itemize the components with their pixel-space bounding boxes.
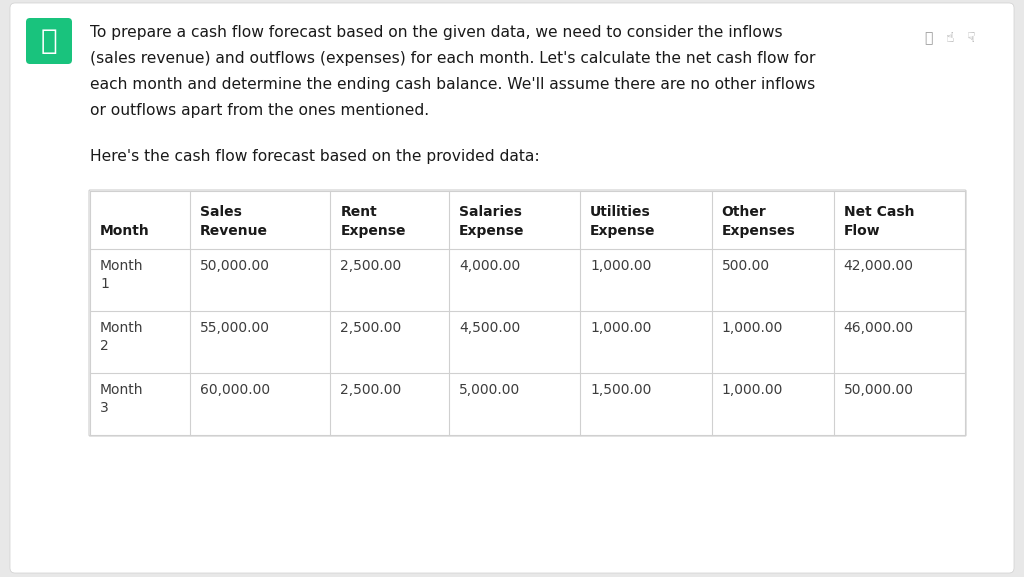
Text: or outflows apart from the ones mentioned.: or outflows apart from the ones mentione… [90,103,429,118]
Text: 500.00: 500.00 [722,259,770,273]
Text: 1,000.00: 1,000.00 [590,321,651,335]
Text: 2,500.00: 2,500.00 [341,383,401,397]
Text: 2,500.00: 2,500.00 [341,321,401,335]
Text: Utilities: Utilities [590,205,651,219]
Text: Expense: Expense [459,224,524,238]
Text: 42,000.00: 42,000.00 [844,259,913,273]
Text: 1,000.00: 1,000.00 [722,321,783,335]
Text: Ⓢ: Ⓢ [41,27,57,55]
Text: ☝: ☝ [946,31,954,45]
Text: 3: 3 [100,401,109,415]
Text: Month: Month [100,383,143,397]
FancyBboxPatch shape [26,18,72,64]
Text: Expenses: Expenses [722,224,796,238]
Text: 1,500.00: 1,500.00 [590,383,651,397]
Text: Expense: Expense [590,224,655,238]
Text: 4,000.00: 4,000.00 [459,259,520,273]
Text: 50,000.00: 50,000.00 [200,259,270,273]
FancyBboxPatch shape [89,190,966,436]
Text: 4,500.00: 4,500.00 [459,321,520,335]
Text: Sales: Sales [200,205,242,219]
Text: Expense: Expense [341,224,406,238]
Text: 1,000.00: 1,000.00 [590,259,651,273]
Text: 5,000.00: 5,000.00 [459,383,520,397]
Text: ⎘: ⎘ [924,31,932,45]
Text: To prepare a cash flow forecast based on the given data, we need to consider the: To prepare a cash flow forecast based on… [90,25,782,40]
Text: (sales revenue) and outflows (expenses) for each month. Let's calculate the net : (sales revenue) and outflows (expenses) … [90,51,815,66]
Text: 46,000.00: 46,000.00 [844,321,913,335]
FancyBboxPatch shape [10,3,1014,573]
Text: 60,000.00: 60,000.00 [200,383,270,397]
Text: 1,000.00: 1,000.00 [722,383,783,397]
Text: Net Cash: Net Cash [844,205,914,219]
Text: each month and determine the ending cash balance. We'll assume there are no othe: each month and determine the ending cash… [90,77,815,92]
Text: 1: 1 [100,277,109,291]
Text: Flow: Flow [844,224,881,238]
Text: 2,500.00: 2,500.00 [341,259,401,273]
Text: Month: Month [100,259,143,273]
Text: Revenue: Revenue [200,224,268,238]
Text: Month: Month [100,321,143,335]
Text: Salaries: Salaries [459,205,522,219]
Text: Other: Other [722,205,766,219]
Text: Month: Month [100,224,150,238]
Text: 2: 2 [100,339,109,353]
Text: ☟: ☟ [967,31,975,45]
Text: Rent: Rent [341,205,377,219]
Text: Here's the cash flow forecast based on the provided data:: Here's the cash flow forecast based on t… [90,149,540,164]
Bar [90,191,965,435]
Text: 50,000.00: 50,000.00 [844,383,913,397]
Text: 55,000.00: 55,000.00 [200,321,270,335]
